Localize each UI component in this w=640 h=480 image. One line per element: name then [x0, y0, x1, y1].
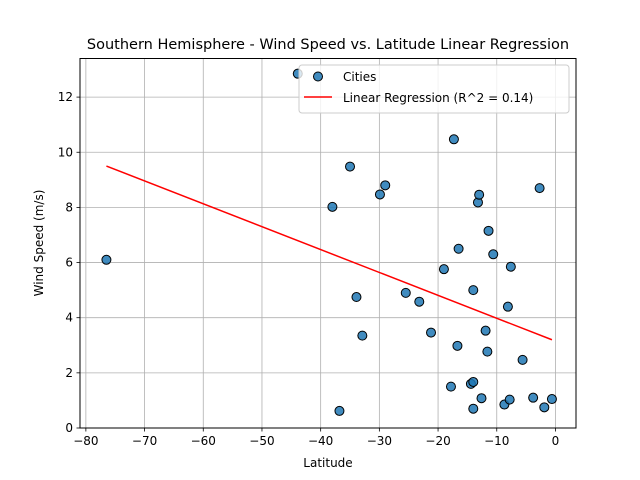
- x-tick-label: 0: [552, 434, 560, 448]
- data-point: [468, 403, 479, 414]
- data-point: [345, 161, 356, 172]
- x-axis-label: Latitude: [303, 456, 352, 470]
- y-axis-label: Wind Speed (m/s): [32, 190, 46, 297]
- data-point: [445, 381, 456, 392]
- data-point: [468, 376, 479, 387]
- x-tick-label: −10: [484, 434, 509, 448]
- x-tick-label: −60: [191, 434, 216, 448]
- legend: Cities Linear Regression (R^2 = 0.14): [298, 64, 570, 114]
- x-tick-label: −70: [132, 434, 157, 448]
- data-point: [476, 393, 487, 404]
- y-tick-label: 10: [58, 145, 73, 159]
- legend-box: [298, 64, 570, 114]
- x-axis-ticks: −80 −70 −60 −50 −40 −30 −20 −10 0: [73, 428, 559, 448]
- data-point: [504, 394, 515, 405]
- x-tick-label: −20: [425, 434, 450, 448]
- legend-marker-cities: [313, 71, 323, 82]
- data-point: [483, 225, 494, 236]
- data-point: [517, 354, 528, 365]
- x-tick-label: −40: [308, 434, 333, 448]
- y-axis-ticks: 0 2 4 6 8 10 12: [58, 90, 80, 435]
- y-tick-label: 12: [58, 90, 73, 104]
- x-tick-label: −30: [367, 434, 392, 448]
- data-point: [505, 261, 516, 272]
- x-tick-label: −80: [73, 434, 98, 448]
- data-point: [414, 296, 425, 307]
- data-point: [374, 189, 385, 200]
- data-point: [400, 287, 411, 298]
- data-point: [453, 243, 464, 254]
- x-tick-label: −50: [249, 434, 274, 448]
- data-point: [101, 254, 112, 265]
- data-points: [101, 68, 557, 416]
- data-point: [480, 325, 491, 336]
- y-tick-label: 4: [65, 311, 73, 325]
- data-point: [474, 189, 485, 200]
- data-point: [539, 402, 550, 413]
- data-point: [327, 201, 338, 212]
- data-point: [488, 249, 499, 260]
- data-point: [448, 134, 459, 145]
- data-point: [468, 285, 479, 296]
- data-point: [357, 330, 368, 341]
- regression-line: [106, 165, 553, 341]
- y-tick-label: 0: [65, 421, 73, 435]
- data-point: [452, 340, 463, 351]
- grid-lines: [80, 58, 576, 429]
- plot-area-frame: [79, 58, 577, 429]
- data-point: [546, 394, 557, 405]
- legend-label-regression: Linear Regression (R^2 = 0.14): [343, 91, 533, 105]
- data-point: [482, 346, 493, 357]
- data-point: [351, 292, 362, 303]
- data-point: [502, 301, 513, 312]
- data-point: [534, 183, 545, 194]
- data-point: [334, 405, 345, 416]
- data-point: [426, 327, 437, 338]
- y-tick-label: 2: [65, 366, 73, 380]
- y-tick-label: 6: [65, 256, 73, 270]
- regression-layer: [106, 165, 553, 341]
- data-point: [438, 264, 449, 275]
- data-point: [528, 392, 539, 403]
- legend-label-cities: Cities: [343, 70, 376, 84]
- data-point: [380, 180, 391, 191]
- y-tick-label: 8: [65, 200, 73, 214]
- chart-title: Southern Hemisphere - Wind Speed vs. Lat…: [87, 37, 569, 53]
